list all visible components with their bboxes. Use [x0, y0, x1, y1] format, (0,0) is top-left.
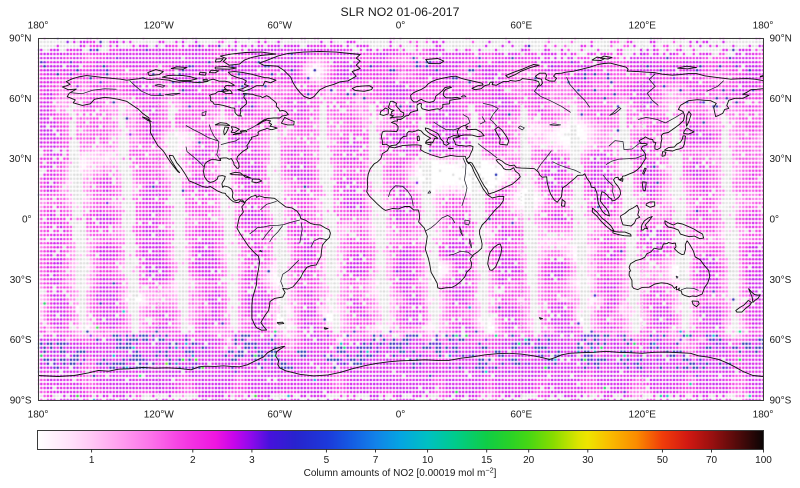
svg-text:90°N: 90°N — [9, 34, 31, 45]
svg-text:15: 15 — [481, 455, 493, 466]
svg-text:90°N: 90°N — [770, 34, 792, 45]
svg-text:70: 70 — [706, 455, 718, 466]
svg-text:90°S: 90°S — [770, 396, 792, 407]
svg-text:0°: 0° — [770, 215, 780, 226]
svg-text:SLR NO2 01-06-2017: SLR NO2 01-06-2017 — [341, 5, 460, 19]
svg-text:1: 1 — [89, 455, 95, 466]
svg-text:30°S: 30°S — [10, 275, 32, 286]
svg-text:0°: 0° — [22, 215, 32, 226]
svg-text:Column amounts of NO2 [0.00019: Column amounts of NO2 [0.00019 mol m−2] — [304, 466, 497, 480]
svg-text:60°N: 60°N — [9, 94, 31, 105]
svg-text:2: 2 — [190, 455, 196, 466]
svg-text:50: 50 — [657, 455, 669, 466]
svg-text:60°E: 60°E — [510, 21, 532, 32]
svg-text:30°S: 30°S — [770, 275, 792, 286]
svg-text:7: 7 — [373, 455, 379, 466]
svg-text:30°N: 30°N — [9, 154, 31, 165]
svg-text:120°E: 120°E — [629, 410, 657, 421]
svg-text:100: 100 — [755, 455, 772, 466]
svg-text:180°: 180° — [28, 410, 49, 421]
svg-text:0°: 0° — [396, 21, 406, 32]
svg-text:120°E: 120°E — [629, 21, 657, 32]
svg-text:180°: 180° — [753, 21, 774, 32]
svg-text:60°S: 60°S — [770, 335, 792, 346]
svg-text:180°: 180° — [753, 410, 774, 421]
svg-text:60°E: 60°E — [510, 410, 532, 421]
svg-text:30°N: 30°N — [770, 154, 792, 165]
svg-text:180°: 180° — [28, 21, 49, 32]
svg-text:30: 30 — [582, 455, 594, 466]
svg-text:60°W: 60°W — [267, 410, 292, 421]
svg-text:3: 3 — [249, 455, 255, 466]
svg-text:60°N: 60°N — [770, 94, 792, 105]
svg-text:60°S: 60°S — [10, 335, 32, 346]
svg-text:10: 10 — [422, 455, 434, 466]
svg-text:20: 20 — [523, 455, 535, 466]
svg-text:120°W: 120°W — [144, 21, 175, 32]
svg-text:0°: 0° — [396, 410, 406, 421]
svg-text:120°W: 120°W — [144, 410, 175, 421]
svg-text:60°W: 60°W — [267, 21, 292, 32]
svg-text:90°S: 90°S — [10, 396, 32, 407]
svg-text:5: 5 — [324, 455, 330, 466]
